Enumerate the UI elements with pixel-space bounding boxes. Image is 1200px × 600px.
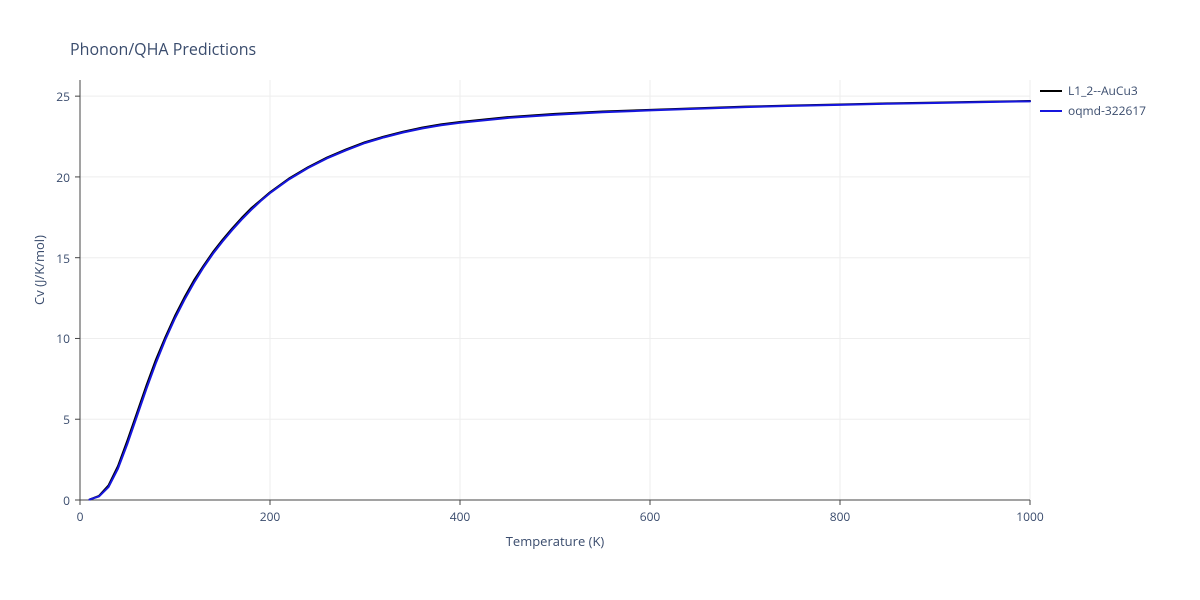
x-tick-label: 1000 <box>1015 508 1045 525</box>
series-line[interactable] <box>90 101 1031 500</box>
y-axis-label: Cv (J/K/mol) <box>30 210 48 330</box>
y-tick-label: 5 <box>63 411 70 428</box>
series-line[interactable] <box>90 101 1031 499</box>
legend-label: L1_2--AuCu3 <box>1068 82 1138 99</box>
y-tick-label: 25 <box>56 88 70 105</box>
y-tick-label: 15 <box>56 250 70 267</box>
x-tick-label: 400 <box>445 508 475 525</box>
x-tick-label: 200 <box>255 508 285 525</box>
legend[interactable]: L1_2--AuCu3 oqmd-322617 <box>1040 82 1146 122</box>
legend-item[interactable]: L1_2--AuCu3 <box>1040 82 1146 99</box>
y-tick-label: 10 <box>56 330 70 347</box>
x-tick-label: 800 <box>825 508 855 525</box>
chart-container: Phonon/QHA Predictions Temperature (K) C… <box>0 0 1200 600</box>
x-tick-label: 0 <box>65 508 95 525</box>
chart-title: Phonon/QHA Predictions <box>70 38 256 60</box>
y-tick-label: 20 <box>56 169 70 186</box>
x-axis-label: Temperature (K) <box>495 532 615 550</box>
legend-swatch <box>1040 110 1062 112</box>
x-tick-label: 600 <box>635 508 665 525</box>
legend-swatch <box>1040 90 1062 92</box>
y-tick-label: 0 <box>63 492 70 509</box>
legend-item[interactable]: oqmd-322617 <box>1040 102 1146 119</box>
legend-label: oqmd-322617 <box>1068 102 1146 119</box>
